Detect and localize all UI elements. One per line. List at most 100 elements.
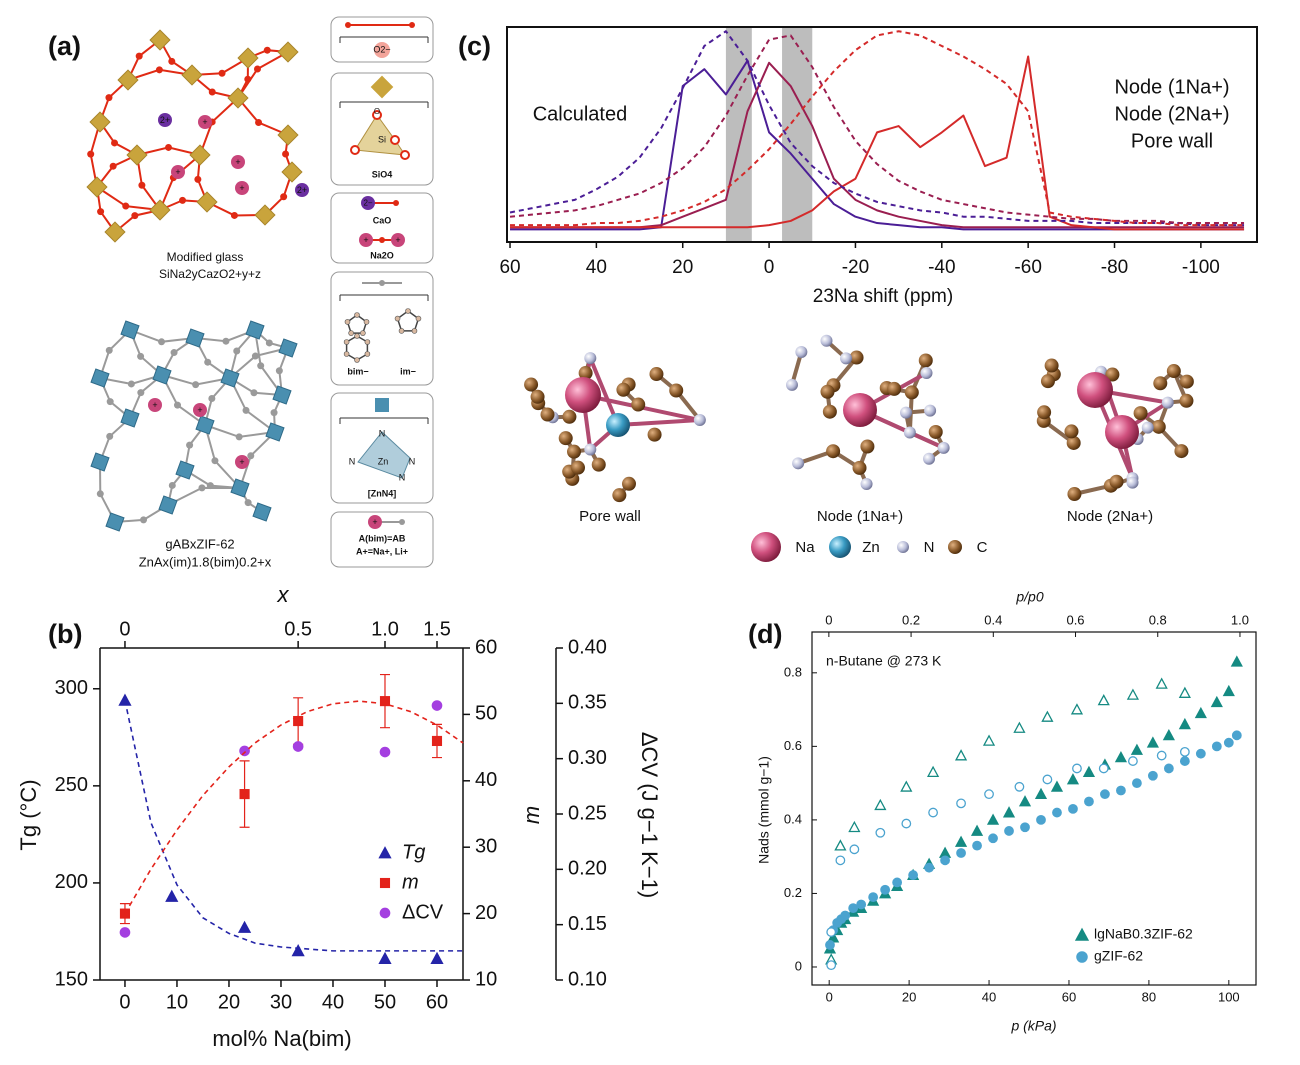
sio4-node [149, 199, 171, 221]
ion [148, 398, 162, 412]
sio4-node [117, 69, 139, 91]
calculated-line [509, 34, 1245, 225]
glass-bridge [282, 150, 290, 158]
ion [235, 181, 249, 195]
zif-bridge [192, 381, 200, 389]
data-point [954, 749, 968, 761]
unit-label: Na2O [370, 250, 394, 260]
zif-formula: ZnAx(im)1.8(bim)0.2+x [139, 554, 272, 569]
data-point [1066, 773, 1080, 785]
shaded-band [782, 28, 813, 241]
c-atom [616, 382, 631, 397]
data-point [835, 855, 846, 866]
annotation: n-Butane @ 273 K [826, 653, 942, 669]
x2-tick-label: 0.5 [284, 618, 312, 640]
glass-bridge [263, 46, 271, 54]
glass-bridge [87, 150, 95, 158]
glass-bridge [280, 193, 288, 201]
c-atom [1105, 367, 1120, 382]
c-atom [1174, 444, 1189, 459]
key-label: N [924, 539, 935, 556]
o-atom [393, 200, 399, 206]
ion-charge: + [363, 235, 368, 245]
x-axis-label: 23Na shift (ppm) [813, 286, 953, 307]
data-point [1034, 787, 1048, 800]
ion-charge: + [175, 167, 180, 177]
data-point [1163, 763, 1174, 774]
y3-tick-label: 0.40 [568, 636, 607, 658]
x2-tick-label: 0.8 [1149, 612, 1167, 627]
data-point [1178, 686, 1191, 698]
y-tick-label: 150 [55, 968, 88, 990]
atom-label: N [379, 428, 386, 438]
unit-label: bim− [347, 366, 368, 376]
zif-bond [99, 417, 131, 463]
c-atom [1153, 376, 1168, 391]
x2-tick-label: 0 [119, 618, 130, 640]
structure-label: Node (1Na+) [817, 508, 903, 525]
zif-bridge [211, 457, 219, 465]
data-point [239, 745, 250, 757]
unit-label: A+=Na+, Li+ [356, 546, 408, 556]
data-point [1223, 737, 1234, 748]
x-tick-label: 60 [499, 257, 520, 278]
y2-tick-label: 60 [475, 636, 497, 658]
linker-end [379, 280, 385, 286]
x-tick-label: 20 [218, 991, 240, 1013]
x2-tick-label: 0.6 [1066, 612, 1084, 627]
c-atom [887, 381, 902, 396]
zn-tetrahedron [357, 431, 411, 479]
x-tick-label: 80 [1142, 989, 1156, 1004]
zif-bond [161, 374, 206, 426]
data-point [431, 700, 443, 711]
n-atom [923, 452, 936, 465]
im-ring-atom [405, 308, 411, 314]
y-tick-label: 0 [795, 958, 802, 973]
glass-bridge [138, 181, 146, 189]
zn-node [245, 320, 265, 340]
glass-bridge [109, 162, 117, 170]
x-tick-label: -80 [1101, 257, 1128, 278]
atom-label: Si [378, 134, 386, 144]
x-tick-label: 10 [166, 991, 188, 1013]
data-point [165, 889, 179, 902]
c-atom [904, 385, 919, 400]
data-point [826, 927, 837, 937]
x-tick-label: 60 [426, 991, 448, 1013]
zif-bond [99, 329, 131, 379]
n-atom [1126, 476, 1139, 489]
legend-label: gZIF-62 [1094, 948, 1143, 964]
c-atom [849, 350, 864, 365]
data-point [1146, 736, 1159, 748]
c-atom [562, 409, 577, 424]
data-point [119, 927, 131, 938]
panel-label: (c) [458, 31, 491, 61]
data-point [875, 827, 886, 838]
c-atom [621, 476, 636, 491]
c-atom [567, 444, 582, 459]
c-atom [649, 367, 664, 382]
data-point [379, 696, 391, 707]
data-point [984, 789, 994, 800]
zn-node [220, 368, 240, 388]
sio4-node [281, 161, 303, 183]
data-point [1068, 803, 1078, 814]
unit-box [330, 192, 434, 264]
n-atom [900, 406, 913, 419]
y3-axis-label: ΔCV (J g−1 K−1) [637, 732, 662, 898]
sio4-node [181, 64, 203, 86]
data-point [1014, 781, 1025, 792]
y-tick-label: 0.8 [784, 664, 802, 679]
zif-bridge [168, 481, 176, 489]
data-point [928, 807, 938, 818]
c-atom [1037, 405, 1052, 420]
data-point [848, 820, 861, 833]
data-point [924, 862, 934, 873]
data-point [1156, 750, 1167, 761]
plot-frame [506, 26, 1258, 243]
data-point [1114, 751, 1128, 763]
c-atom [1066, 435, 1081, 450]
ion-charge: + [235, 157, 240, 167]
na-atom [843, 393, 877, 427]
glass-bridge [97, 208, 105, 216]
